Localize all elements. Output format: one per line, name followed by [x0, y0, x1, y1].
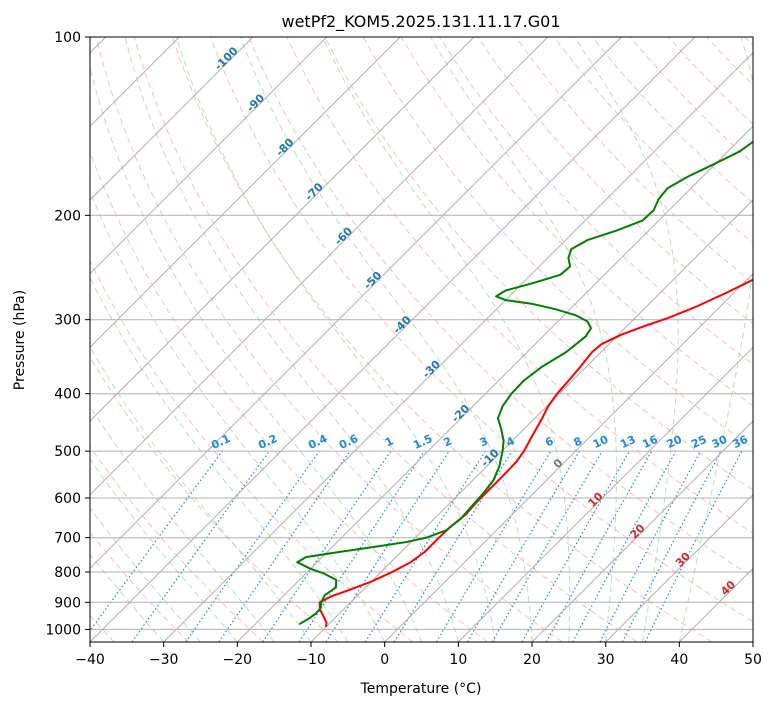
x-tick-label: 20	[523, 652, 541, 668]
y-tick-label: 800	[54, 565, 81, 581]
x-tick-label: −10	[296, 652, 326, 668]
y-tick-label: 500	[54, 444, 81, 460]
x-tick-label: 40	[670, 652, 688, 668]
x-tick-label: −40	[75, 652, 105, 668]
x-tick-label: −20	[223, 652, 253, 668]
y-axis-label: Pressure (hPa)	[12, 290, 28, 390]
x-axis-label: Temperature (°C)	[360, 681, 482, 697]
x-tick-label: 0	[380, 652, 389, 668]
y-tick-label: 400	[54, 387, 81, 403]
y-tick-label: 200	[54, 208, 81, 224]
y-tick-label: 700	[54, 531, 81, 547]
y-tick-label: 600	[54, 491, 81, 507]
x-tick-label: −30	[149, 652, 179, 668]
x-tick-label: 30	[597, 652, 615, 668]
y-tick-label: 300	[54, 313, 81, 329]
x-tick-label: 10	[449, 652, 467, 668]
y-tick-label: 100	[54, 30, 81, 46]
y-tick-label: 900	[54, 595, 81, 611]
chart-title: wetPf2_KOM5.2025.131.11.17.G01	[281, 12, 560, 32]
x-tick-label: 50	[744, 652, 762, 668]
y-tick-label: 1000	[45, 622, 81, 638]
